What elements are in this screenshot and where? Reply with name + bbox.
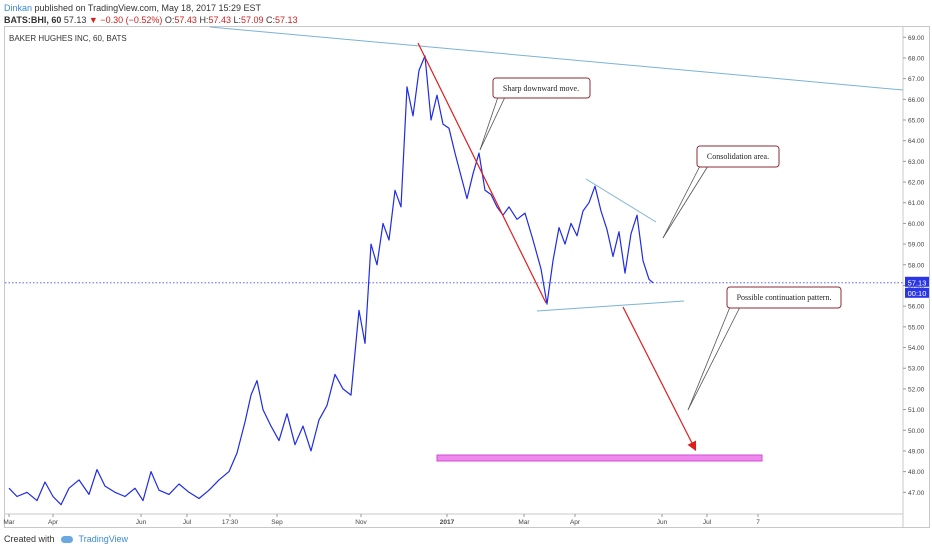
y-tick-label: 49.00 <box>908 448 925 455</box>
y-tick-label: 62.00 <box>908 180 925 187</box>
projection-arrow[interactable] <box>622 306 697 452</box>
callout-text: Sharp downward move. <box>503 84 579 93</box>
x-tick-label: Mar <box>518 519 530 526</box>
callout-pointer <box>662 165 709 239</box>
last-price-tag <box>905 276 929 287</box>
price-axis[interactable]: 47.00 48.00 49.00 50.00 51.00 52.00 53.00 54.00… <box>903 35 925 497</box>
close-value: 57.13 <box>275 15 298 25</box>
x-tick-label: Apr <box>570 519 581 526</box>
y-tick-label: 56.00 <box>908 304 925 311</box>
callout-pointer <box>662 165 701 239</box>
x-tick-label: 7 <box>756 519 760 526</box>
price-change: ▼ −0.30 (−0.52%) <box>88 15 163 25</box>
x-tick-label: Nov <box>355 519 367 526</box>
tradingview-logo-icon <box>60 535 73 543</box>
y-tick-label: 54.00 <box>908 345 925 352</box>
high-value: 57.43 <box>208 15 231 25</box>
callout-box <box>726 286 842 309</box>
callout-text: Consolidation area. <box>707 152 769 161</box>
y-tick-label: 51.00 <box>908 407 925 414</box>
open-value: 57.43 <box>174 15 197 25</box>
footer: Created with TradingView <box>4 532 128 546</box>
x-tick-label: Jul <box>703 519 712 526</box>
tradingview-link[interactable]: TradingView <box>78 534 129 544</box>
low-label: L: <box>233 15 241 25</box>
x-tick-label: Jun <box>657 519 668 526</box>
y-tick-label: 64.00 <box>908 138 925 145</box>
y-tick-label: 66.00 <box>908 97 925 104</box>
y-tick-label: 55.00 <box>908 324 925 331</box>
x-tick-label: 17:30 <box>222 519 239 526</box>
low-value: 57.09 <box>241 15 264 25</box>
close-label: C: <box>266 15 276 25</box>
y-tick-label: 47.00 <box>908 490 925 497</box>
x-tick-label: Apr <box>48 519 59 526</box>
y-tick-label: 50.00 <box>908 428 925 435</box>
countdown-label: 00:10 <box>908 289 927 298</box>
last-price: 57.13 <box>63 15 87 25</box>
consolidation-upper-line[interactable] <box>585 178 657 223</box>
y-tick-label: 67.00 <box>908 76 925 83</box>
y-tick-label: 52.00 <box>908 386 925 393</box>
callout-box <box>696 145 780 168</box>
callout-pointer <box>687 306 731 411</box>
x-tick-label: Sep <box>271 519 283 526</box>
y-tick-label: 65.00 <box>908 118 925 125</box>
countdown-tag <box>905 287 929 298</box>
x-tick-label: Mar <box>3 519 15 526</box>
y-tick-label: 61.00 <box>908 200 925 207</box>
callout-sharp-move[interactable]: Sharp downward move. <box>479 77 591 151</box>
y-tick-label: 63.00 <box>908 159 925 166</box>
callout-continuation[interactable]: Possible continuation pattern. <box>687 286 842 411</box>
consolidation-lower-line[interactable] <box>536 300 685 312</box>
callout-pointer <box>479 96 506 151</box>
y-tick-label: 60.00 <box>908 221 925 228</box>
callout-text: Possible continuation pattern. <box>737 293 832 302</box>
chart-title: BAKER HUGHES INC, 60, BATS <box>9 34 127 43</box>
ticker-line: BATS:BHI, 60 57.13 ▼ −0.30 (−0.52%) O:57… <box>4 14 298 26</box>
target-zone[interactable] <box>436 454 763 462</box>
ticker-symbol: BATS:BHI, 60 <box>4 15 62 25</box>
high-label: H: <box>199 15 209 25</box>
callout-consolidation[interactable]: Consolidation area. <box>662 145 780 239</box>
y-tick-label: 58.00 <box>908 262 925 269</box>
y-tick-label: 53.00 <box>908 366 925 373</box>
x-tick-label: 2017 <box>440 519 455 526</box>
last-price-label: 57.13 <box>908 278 927 287</box>
y-tick-label: 69.00 <box>908 35 925 42</box>
y-tick-label: 48.00 <box>908 469 925 476</box>
time-axis[interactable]: Mar Apr Jun Jul 17:30 Sep Nov 2017 Mar Apr Jun Jul 7 <box>3 514 760 526</box>
callout-box <box>492 77 591 99</box>
price-series-line <box>8 55 654 506</box>
callout-pointer <box>479 96 499 151</box>
publish-info: published on TradingView.com, May 18, 20… <box>34 3 262 13</box>
sharp-move-trendline[interactable] <box>417 42 547 304</box>
y-tick-label: 59.00 <box>908 242 925 249</box>
open-label: O: <box>164 15 175 25</box>
created-with-label: Created with <box>4 534 55 544</box>
author-name[interactable]: Dinkan <box>4 3 33 13</box>
y-tick-label: 68.00 <box>908 55 925 62</box>
x-tick-label: Jun <box>136 519 147 526</box>
chart-frame <box>4 26 930 528</box>
publish-header: Dinkan published on TradingView.com, May… <box>4 2 261 14</box>
long-downtrend-line[interactable] <box>209 26 904 91</box>
callout-pointer <box>687 306 741 411</box>
x-tick-label: Jul <box>183 519 192 526</box>
